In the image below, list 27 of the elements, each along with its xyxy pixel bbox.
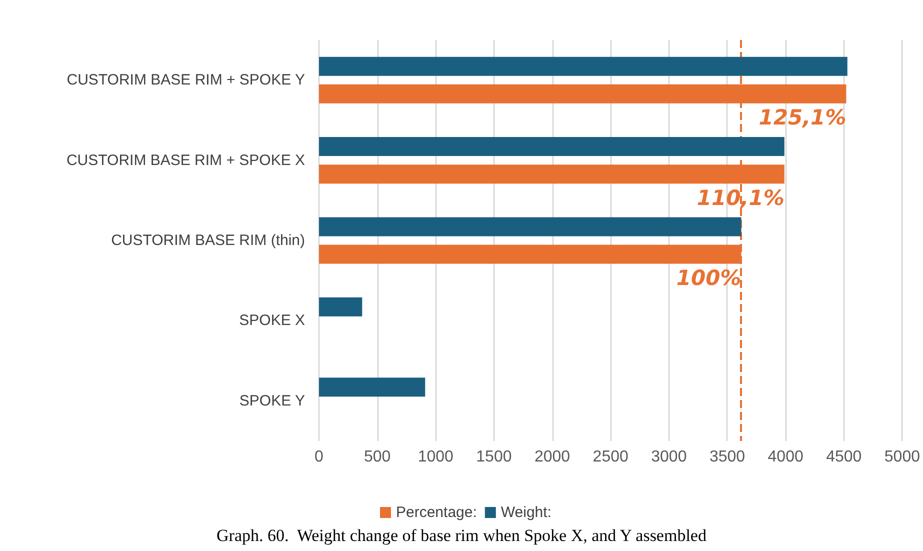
bar [319, 56, 848, 76]
x-tick-label: 4500 [826, 448, 862, 466]
y-tick-label: CUSTORIM BASE RIM + SPOKE Y [66, 72, 305, 89]
x-tick-label: 500 [364, 448, 391, 466]
x-tick-label: 1000 [418, 448, 454, 466]
x-tick-label: 3000 [651, 448, 687, 466]
y-tick-label: SPOKE Y [239, 392, 305, 410]
y-tick-label: CUSTORIM BASE RIM + SPOKE X [66, 152, 305, 169]
bar [319, 217, 742, 236]
x-tick-label: 5000 [884, 448, 920, 466]
bar [319, 297, 362, 316]
annotation: 110,1% [696, 186, 784, 210]
x-tick-label: 0 [314, 448, 324, 466]
x-tick-label: 3500 [709, 448, 746, 466]
x-tick-label: 2000 [534, 448, 570, 466]
y-tick-label: SPOKE X [239, 312, 305, 330]
annotation: 100% [676, 266, 742, 290]
annotation: 125,1% [758, 106, 846, 130]
text: Graph. 60. Weight change of base rim when Spoke X, and Y assembled [216, 526, 707, 545]
x-tick-label: 1500 [476, 448, 512, 466]
bar [319, 378, 426, 397]
legend-label: Percentage: [396, 504, 477, 521]
x-tick-label: 4000 [768, 448, 804, 466]
legend-label: Weight: [500, 504, 552, 521]
x-tick-label: 2500 [592, 448, 628, 466]
bar [319, 137, 784, 156]
y-tick-label: CUSTORIM BASE RIM (thin) [111, 232, 305, 249]
